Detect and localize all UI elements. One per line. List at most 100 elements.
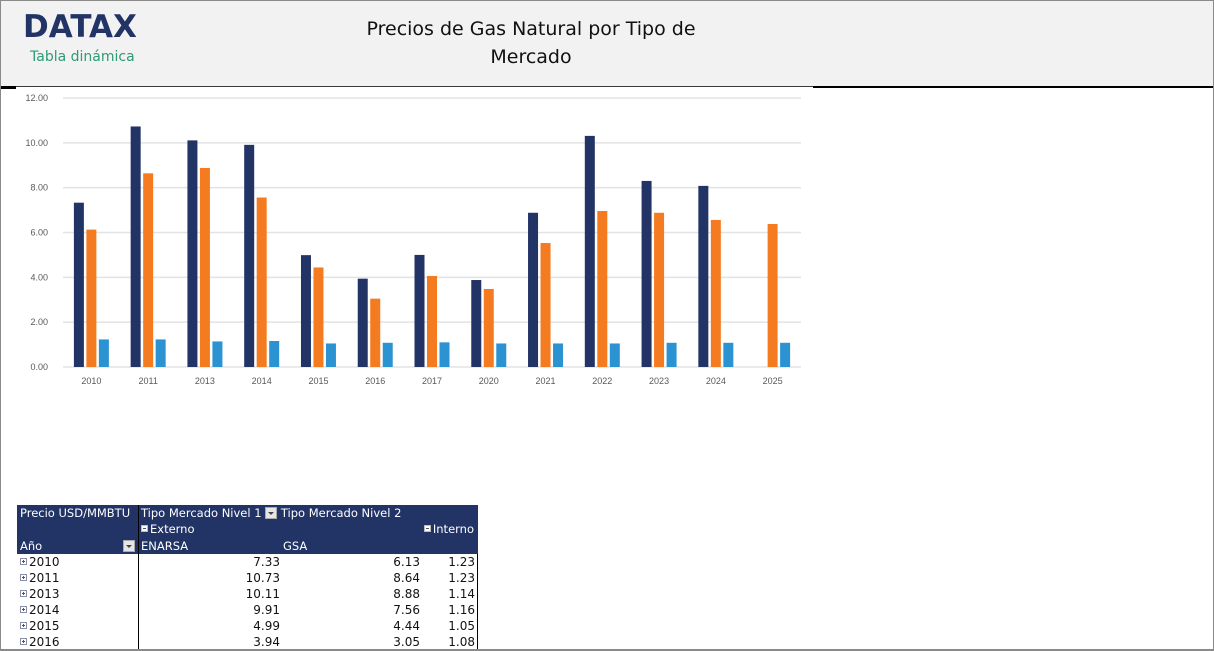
expand-icon[interactable]: [20, 574, 27, 581]
chart-canvas: 0.00 2.00 4.00 6.00 8.00 10.00 12.00 2010 2011 20…: [25, 93, 801, 386]
pivot-row[interactable]: 2013 10.11 8.88 1.14: [17, 586, 478, 602]
row-field-label: Año: [20, 539, 43, 553]
value-gsa: 8.88: [393, 587, 420, 601]
pivot-row[interactable]: 2011 10.73 8.64 1.23: [17, 570, 478, 586]
bar[interactable]: [584, 135, 595, 367]
bar[interactable]: [199, 167, 210, 367]
bar[interactable]: [641, 180, 652, 367]
bar[interactable]: [86, 229, 97, 367]
x-tick-label: 2015: [308, 376, 328, 386]
expand-icon[interactable]: [20, 622, 27, 629]
year-label: 2016: [29, 635, 60, 649]
bar-chart[interactable]: 0.00 2.00 4.00 6.00 8.00 10.00 12.00 2010 2011 20…: [15, 89, 815, 399]
bar[interactable]: [370, 298, 381, 367]
row-year[interactable]: 2014: [20, 602, 60, 618]
value-interno: 1.14: [448, 587, 475, 601]
bar[interactable]: [256, 197, 267, 367]
bar[interactable]: [654, 212, 665, 367]
row-year[interactable]: 2016: [20, 634, 60, 649]
bar[interactable]: [698, 185, 709, 367]
pivot-header-divider: [138, 505, 139, 554]
y-tick-label: 0.00: [30, 362, 48, 372]
header-divider-mark: [1, 86, 16, 89]
pivot-row[interactable]: 2016 3.94 3.05 1.08: [17, 634, 478, 649]
sub-enarsa-label: ENARSA: [141, 539, 189, 553]
value-interno: 1.05: [448, 619, 475, 633]
header-divider: [1, 86, 813, 87]
x-tick-label: 2025: [763, 376, 783, 386]
x-tick-label: 2020: [479, 376, 499, 386]
bar[interactable]: [710, 219, 721, 367]
bar[interactable]: [269, 340, 280, 367]
pivot-row[interactable]: 2015 4.99 4.44 1.05: [17, 618, 478, 634]
column-field-2-text: Tipo Mercado Nivel 2: [280, 506, 402, 520]
bar[interactable]: [483, 288, 494, 367]
row-field-filter-dropdown[interactable]: [123, 538, 135, 554]
expand-icon[interactable]: [20, 638, 27, 645]
bar[interactable]: [212, 341, 223, 367]
page-title: Precios de Gas Natural por Tipo de Merca…: [331, 15, 731, 71]
bar[interactable]: [528, 212, 539, 367]
pivot-table[interactable]: Precio USD/MMBTU Tipo Mercado Nivel 1 Ti…: [17, 505, 478, 649]
bar[interactable]: [187, 140, 198, 367]
collapse-icon[interactable]: [141, 525, 148, 532]
value-gsa: 4.44: [393, 619, 420, 633]
group-interno-label: Interno: [432, 522, 474, 536]
bar[interactable]: [553, 343, 564, 367]
group-interno[interactable]: Interno: [423, 521, 474, 537]
row-year[interactable]: 2013: [20, 586, 60, 602]
bar[interactable]: [496, 343, 507, 367]
logo-subtitle: Tabla dinámica: [30, 49, 135, 65]
group-externo-label: Externo: [150, 522, 195, 536]
bar[interactable]: [439, 342, 450, 367]
bar[interactable]: [300, 255, 311, 367]
bar[interactable]: [609, 343, 620, 367]
row-year[interactable]: 2015: [20, 618, 60, 634]
bar[interactable]: [666, 342, 677, 367]
value-enarsa: 9.91: [253, 603, 280, 617]
bar[interactable]: [597, 210, 608, 367]
bar[interactable]: [723, 342, 734, 367]
dropdown-arrow-icon: [123, 540, 135, 552]
expand-icon[interactable]: [20, 590, 27, 597]
x-tick-label: 2024: [706, 376, 726, 386]
bar[interactable]: [98, 339, 109, 367]
bar[interactable]: [357, 278, 368, 367]
value-enarsa: 7.33: [253, 555, 280, 569]
x-tick-label: 2021: [536, 376, 556, 386]
x-tick-label: 2014: [252, 376, 272, 386]
bar[interactable]: [143, 173, 154, 367]
bar[interactable]: [471, 280, 482, 367]
bar[interactable]: [155, 339, 166, 367]
value-interno: 1.23: [448, 571, 475, 585]
x-tick-label: 2010: [81, 376, 101, 386]
bar[interactable]: [780, 342, 791, 367]
collapse-icon[interactable]: [423, 525, 431, 532]
x-tick-label: 2023: [649, 376, 669, 386]
expand-icon[interactable]: [20, 606, 27, 613]
pivot-row[interactable]: 2014 9.91 7.56 1.16: [17, 602, 478, 618]
bar[interactable]: [427, 275, 437, 367]
column-field-1-text: Tipo Mercado Nivel 1: [141, 506, 262, 520]
group-externo[interactable]: Externo: [141, 521, 195, 537]
bar[interactable]: [767, 223, 778, 367]
bar[interactable]: [540, 243, 551, 367]
bar[interactable]: [313, 267, 324, 367]
row-year[interactable]: 2010: [20, 554, 60, 570]
bar[interactable]: [414, 254, 425, 367]
bar[interactable]: [382, 342, 393, 367]
value-enarsa: 10.73: [245, 571, 280, 585]
column-field-1-filter-dropdown[interactable]: [265, 507, 278, 519]
y-tick-label: 8.00: [30, 183, 48, 193]
row-year[interactable]: 2011: [20, 570, 60, 586]
bar[interactable]: [325, 343, 336, 367]
expand-icon[interactable]: [20, 558, 27, 565]
value-gsa: 3.05: [393, 635, 420, 649]
bar[interactable]: [244, 144, 255, 367]
pivot-row[interactable]: 2010 7.33 6.13 1.23: [17, 554, 478, 570]
pivot-body: 2010 7.33 6.13 1.23 2011 10.73 8.64 1.23 2013 10.…: [17, 554, 478, 649]
bar[interactable]: [130, 126, 141, 367]
bar[interactable]: [73, 202, 84, 367]
year-label: 2013: [29, 587, 60, 601]
